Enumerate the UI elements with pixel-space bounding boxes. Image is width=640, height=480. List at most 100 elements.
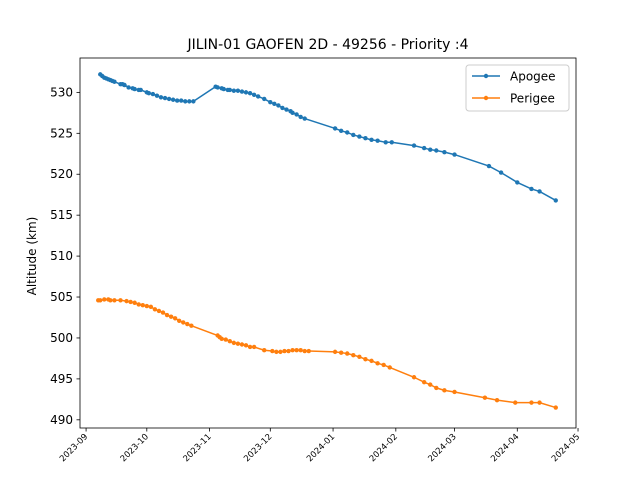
apogee-point <box>442 149 447 155</box>
perigee-point <box>513 400 518 405</box>
apogee-point <box>154 93 160 98</box>
perigee-point <box>181 320 186 325</box>
perigee-point <box>286 348 291 354</box>
perigee-point <box>421 379 427 385</box>
apogee-point <box>251 92 257 98</box>
apogee-point <box>162 95 168 101</box>
plot-frame <box>79 57 577 429</box>
apogee-point <box>239 89 245 94</box>
y-tick-label: 495 <box>50 372 73 386</box>
y-tick-label: 510 <box>50 249 73 263</box>
perigee-point <box>172 316 178 321</box>
apogee-point <box>183 99 188 104</box>
perigee-point <box>338 350 344 355</box>
apogee-point <box>421 145 427 151</box>
perigee-point <box>537 400 542 405</box>
apogee-point <box>498 170 504 175</box>
apogee-point <box>179 98 184 103</box>
perigee-point <box>136 302 141 307</box>
legend-perigee-label: Perigee <box>510 92 555 106</box>
perigee-point <box>290 348 295 353</box>
perigee-point <box>160 310 166 315</box>
apogee-point <box>357 134 362 139</box>
apogee-point <box>166 96 172 102</box>
perigee-point <box>108 298 113 303</box>
apogee-point <box>298 114 303 120</box>
perigee-point <box>369 358 374 364</box>
apogee-point <box>529 186 534 192</box>
perigee-point <box>452 389 457 395</box>
perigee-point <box>294 348 299 353</box>
perigee-point <box>156 308 162 314</box>
perigee-point <box>553 405 558 410</box>
apogee-point <box>294 112 299 117</box>
perigee-point <box>363 357 368 362</box>
apogee-point <box>262 96 267 102</box>
apogee-point <box>284 107 289 112</box>
perigee-point <box>98 298 103 303</box>
perigee-point <box>262 348 267 353</box>
apogee-point <box>215 85 220 90</box>
apogee-point <box>243 90 249 95</box>
apogee-point <box>174 98 180 103</box>
perigee-point <box>168 314 174 319</box>
apogee-point <box>170 97 176 102</box>
perigee-point <box>177 318 182 323</box>
perigee-point <box>282 348 287 354</box>
apogee-point <box>150 91 156 97</box>
perigee-point <box>332 349 338 355</box>
perigee-point <box>164 312 170 318</box>
y-tick-label: 500 <box>50 331 73 345</box>
y-tick-label: 505 <box>50 290 73 304</box>
apogee-point <box>255 94 261 99</box>
legend-apogee-label: Apogee <box>510 70 556 84</box>
apogee-point <box>122 82 127 88</box>
apogee-point <box>389 140 394 145</box>
apogee-point <box>375 138 380 143</box>
perigee-point <box>239 342 245 347</box>
apogee-point <box>302 116 307 121</box>
legend-apogee-marker <box>483 73 489 79</box>
apogee-point <box>280 105 285 111</box>
perigee-point <box>185 321 190 327</box>
perigee-point <box>112 298 117 303</box>
perigee-point <box>132 300 137 305</box>
perigee-point <box>243 343 249 348</box>
legend-perigee-marker <box>483 95 489 101</box>
perigee-point <box>434 385 439 391</box>
apogee-point <box>338 128 344 134</box>
apogee-point <box>411 143 417 148</box>
perigee-point <box>529 400 534 405</box>
perigee-point <box>306 348 311 354</box>
apogee-point <box>158 95 164 100</box>
apogee-point <box>332 126 338 131</box>
apogee-point <box>231 88 237 93</box>
apogee-point <box>345 130 350 135</box>
apogee-point <box>247 91 253 96</box>
apogee-point <box>235 88 241 93</box>
apogee-point <box>452 152 457 157</box>
apogee-point <box>383 140 388 145</box>
perigee-point <box>357 354 362 359</box>
apogee-point <box>126 85 131 90</box>
y-tick-label: 520 <box>50 167 73 181</box>
perigee-point <box>247 344 253 350</box>
legend: Apogee Perigee <box>465 64 570 112</box>
perigee-point <box>270 348 275 354</box>
perigee-point <box>375 361 380 366</box>
perigee-point <box>219 336 224 341</box>
perigee-point <box>411 375 417 380</box>
perigee-point <box>128 299 133 305</box>
perigee-point <box>274 349 279 355</box>
perigee-point <box>223 337 228 342</box>
perigee-point <box>428 382 433 387</box>
perigee-point <box>381 362 386 368</box>
y-tick-label: 515 <box>50 208 73 222</box>
perigee-point <box>278 349 283 355</box>
apogee-point <box>537 189 542 194</box>
apogee-point <box>351 132 356 138</box>
y-tick-label: 530 <box>50 85 73 99</box>
perigee-point <box>302 348 307 354</box>
y-axis-label: Altitude (km) <box>25 217 39 296</box>
y-tick-label: 490 <box>50 413 73 427</box>
